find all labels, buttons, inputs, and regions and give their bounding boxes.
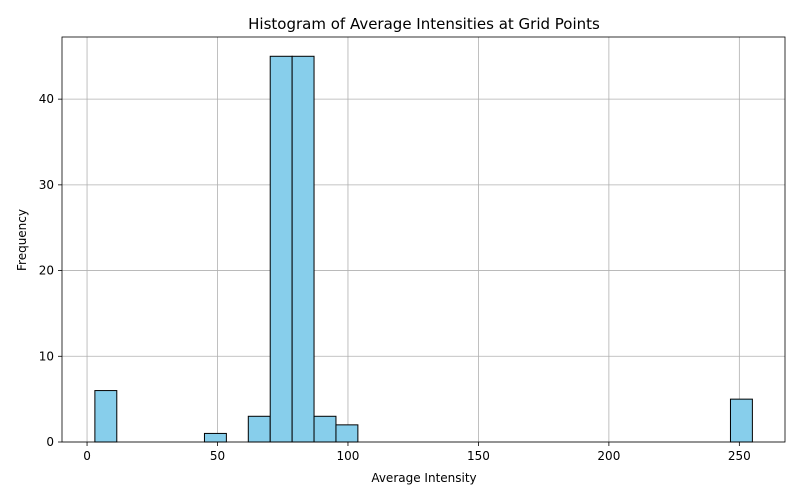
x-tick-label: 100 <box>337 449 360 463</box>
y-axis-ticks: 0 10 20 30 40 <box>39 92 62 449</box>
x-tick-label: 200 <box>597 449 620 463</box>
y-tick-label: 20 <box>39 264 54 278</box>
x-axis-ticks: 0 50 100 150 200 250 <box>83 442 751 463</box>
x-tick-label: 250 <box>728 449 751 463</box>
histogram-bar <box>313 415 337 443</box>
histogram-bar <box>291 55 315 443</box>
x-tick-label: 150 <box>467 449 490 463</box>
histogram-bar <box>94 390 118 443</box>
histogram-bar <box>203 432 227 443</box>
y-tick-label: 0 <box>46 435 54 449</box>
plot-frame <box>61 36 786 443</box>
y-tick-label: 30 <box>39 178 54 192</box>
y-tick-label: 10 <box>39 349 54 363</box>
y-tick-label: 40 <box>39 92 54 106</box>
x-tick-label: 50 <box>210 449 225 463</box>
histogram-bar <box>335 424 359 443</box>
histogram-bars <box>94 55 753 443</box>
histogram-bar <box>729 398 753 443</box>
y-axis-label: Frequency <box>15 209 29 271</box>
chart-title: Histogram of Average Intensities at Grid… <box>248 15 600 33</box>
x-axis-label: Average Intensity <box>371 471 476 485</box>
grid-lines <box>62 37 785 443</box>
x-tick-label: 0 <box>83 449 91 463</box>
histogram-bar <box>247 415 271 443</box>
histogram-bar <box>269 55 293 443</box>
